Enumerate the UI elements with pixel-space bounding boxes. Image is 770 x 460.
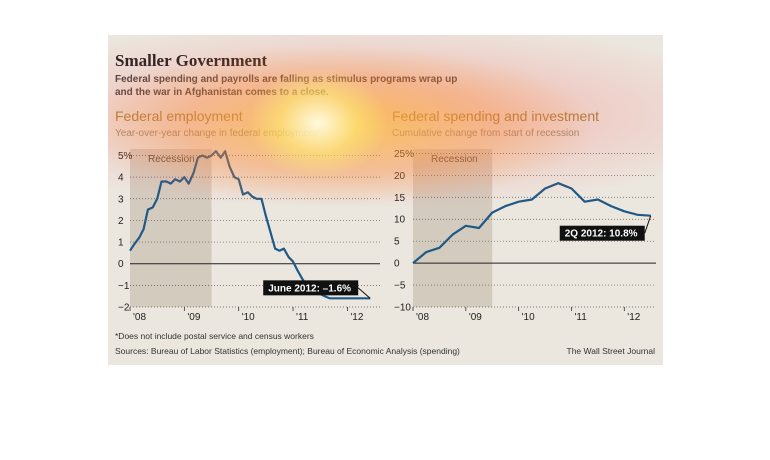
spending-y-tick-label: 25%	[394, 149, 414, 160]
footnote: *Does not include postal service and cen…	[115, 331, 314, 341]
spending-y-tick-label: 15	[394, 193, 406, 204]
credit: The Wall Street Journal	[566, 346, 656, 356]
spending-chart: Recession 25% 20 15 10 5 0 −5 −10 '08 '09 '10 '11 '12…	[394, 149, 656, 323]
spending-x-tick-label: '12	[627, 312, 640, 323]
spending-y-tick-label: 0	[394, 259, 400, 270]
spending-x-tick-label: '08	[416, 312, 429, 323]
spending-y-tick-label: 5	[394, 237, 400, 248]
spending-recession-label: Recession	[431, 154, 478, 165]
spending-y-tick-label: 10	[394, 215, 406, 226]
spending-y-tick-label: −5	[394, 281, 406, 292]
spending-x-tick-label: '11	[574, 312, 587, 323]
spending-x-tick-label: '09	[469, 312, 482, 323]
spending-y-tick-label: −10	[394, 303, 411, 314]
spending-x-tick-label: '10	[522, 312, 535, 323]
chart-figure: Smaller Government Federal spending and …	[108, 35, 663, 365]
spending-annotation-leader	[644, 215, 652, 234]
spending-y-tick-label: 20	[394, 171, 406, 182]
spending-annotation-label: 2Q 2012: 10.8%	[565, 229, 638, 240]
sources: Sources: Bureau of Labor Statistics (emp…	[115, 346, 460, 356]
